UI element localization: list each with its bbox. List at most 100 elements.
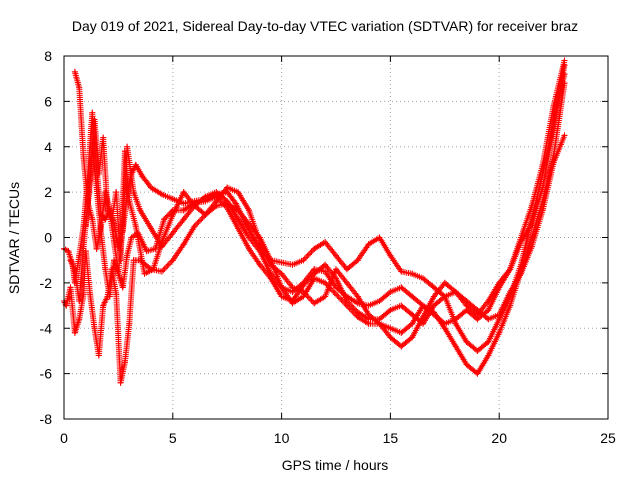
data-point [71, 268, 78, 275]
data-point [322, 293, 329, 300]
data-point [161, 216, 168, 223]
data-point [485, 316, 492, 323]
data-point [100, 134, 107, 141]
data-point [300, 257, 307, 264]
data-point [158, 191, 165, 198]
y-tick-label: -8 [40, 411, 53, 427]
data-point [95, 170, 102, 177]
series-track-5 [82, 57, 568, 350]
data-point [180, 241, 187, 248]
data-point [507, 266, 514, 273]
data-point [124, 252, 131, 259]
data-point [256, 261, 263, 268]
data-point [517, 261, 524, 268]
data-point [71, 68, 78, 75]
x-tick-label: 5 [169, 430, 177, 446]
data-point [289, 298, 296, 305]
data-point [289, 284, 296, 291]
data-point [235, 207, 242, 214]
data-point [354, 293, 361, 300]
data-point [311, 245, 318, 252]
data-point [452, 288, 459, 295]
data-point [245, 234, 252, 241]
data-point [67, 257, 74, 264]
data-point [91, 325, 98, 332]
data-point [463, 302, 470, 309]
data-point [409, 311, 416, 318]
data-point [485, 298, 492, 305]
data-point [343, 279, 350, 286]
x-tick-label: 0 [60, 430, 68, 446]
data-point [76, 298, 83, 305]
chart-title: Day 019 of 2021, Sidereal Day-to-day VTE… [72, 18, 578, 34]
data-point [80, 155, 87, 162]
data-point [333, 266, 339, 273]
data-point [213, 198, 220, 205]
data-point [235, 225, 242, 232]
data-point [232, 200, 239, 207]
data-point [430, 311, 437, 318]
x-tick-label: 20 [491, 430, 507, 446]
data-point [148, 184, 155, 191]
x-tick-label: 15 [383, 430, 399, 446]
data-point [117, 379, 124, 386]
data-point [441, 293, 448, 300]
data-point [111, 257, 118, 264]
data-point [343, 298, 350, 305]
series-markers [82, 57, 568, 350]
data-point [128, 234, 135, 241]
data-point [420, 313, 427, 320]
data-point [387, 252, 394, 259]
data-point [322, 239, 329, 246]
data-point [106, 293, 113, 300]
data-point [485, 307, 492, 314]
data-point [180, 200, 187, 207]
data-point [398, 329, 405, 336]
data-point [365, 311, 372, 318]
data-point [452, 320, 459, 327]
data-point [289, 261, 296, 268]
x-tick-label: 25 [600, 430, 616, 446]
data-point [376, 320, 383, 327]
data-point [507, 293, 514, 300]
data-point [496, 316, 503, 323]
data-point [102, 266, 109, 273]
data-point [452, 343, 459, 350]
data-point [191, 202, 198, 209]
data-point [113, 189, 120, 196]
y-tick-label: 0 [44, 230, 52, 246]
data-point [322, 261, 329, 268]
data-point [550, 152, 557, 159]
data-point [463, 361, 470, 368]
data-point [430, 293, 437, 300]
y-tick-label: 6 [44, 93, 52, 109]
data-point [409, 334, 416, 341]
data-point [141, 270, 148, 277]
data-point [139, 173, 146, 180]
data-point [82, 223, 89, 230]
data-point [87, 291, 94, 298]
data-point [80, 243, 87, 250]
data-point [137, 207, 144, 214]
data-point [343, 266, 350, 273]
data-point [71, 329, 78, 336]
data-point [119, 284, 126, 291]
data-point [121, 359, 128, 366]
data-point [376, 234, 383, 241]
data-point [126, 320, 133, 327]
data-point [111, 239, 118, 246]
x-axis-title: GPS time / hours [282, 457, 389, 473]
data-point [76, 84, 83, 91]
data-point [430, 284, 437, 291]
data-point [278, 259, 285, 266]
data-point [528, 216, 535, 223]
data-point [539, 161, 546, 168]
data-point [398, 343, 405, 350]
data-point [420, 275, 427, 282]
data-point [76, 316, 83, 323]
data-point [311, 300, 318, 307]
data-point [117, 257, 124, 264]
data-point [180, 207, 187, 214]
data-point [333, 291, 339, 298]
series-track-3 [71, 62, 568, 327]
